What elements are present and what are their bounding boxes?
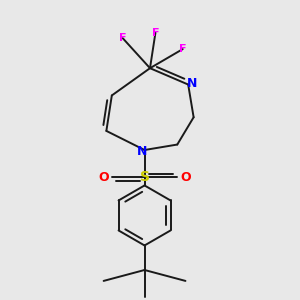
Text: N: N [136, 145, 147, 158]
Text: F: F [152, 28, 159, 38]
Text: F: F [119, 33, 127, 43]
Text: S: S [140, 170, 149, 184]
Text: N: N [187, 77, 197, 90]
Text: O: O [98, 171, 109, 184]
Text: F: F [179, 44, 187, 54]
Text: O: O [180, 171, 191, 184]
